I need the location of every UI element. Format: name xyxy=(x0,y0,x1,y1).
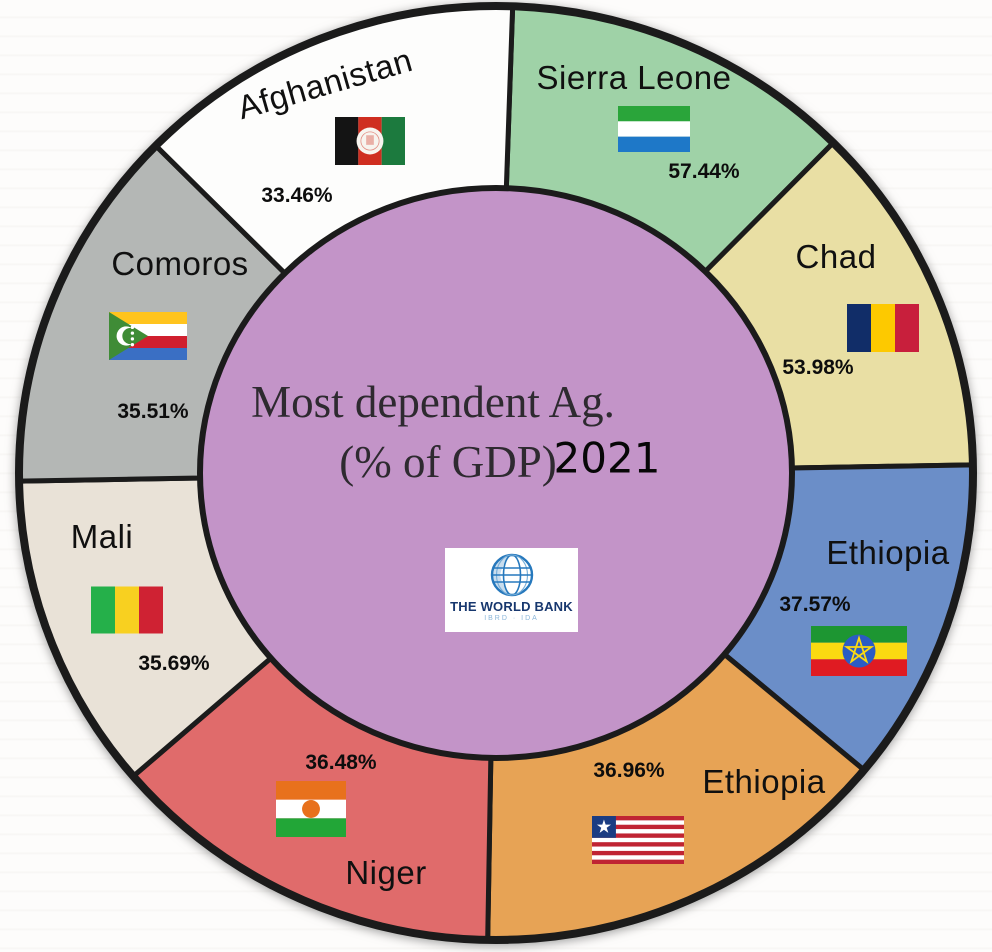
world-bank-name: THE WORLD BANK xyxy=(450,599,573,614)
world-bank-subtext: IBRD · IDA xyxy=(484,615,539,622)
chart-year: 2021 xyxy=(553,433,661,483)
chart-title-line1: Most dependent Ag. xyxy=(251,377,615,427)
chart-title-line2: (% of GDP) xyxy=(339,437,557,487)
world-bank-globe-icon xyxy=(490,553,533,597)
donut-outer-border xyxy=(15,2,977,944)
world-bank-logo: THE WORLD BANK IBRD · IDA xyxy=(445,548,578,632)
donut-center-circle xyxy=(197,185,795,761)
